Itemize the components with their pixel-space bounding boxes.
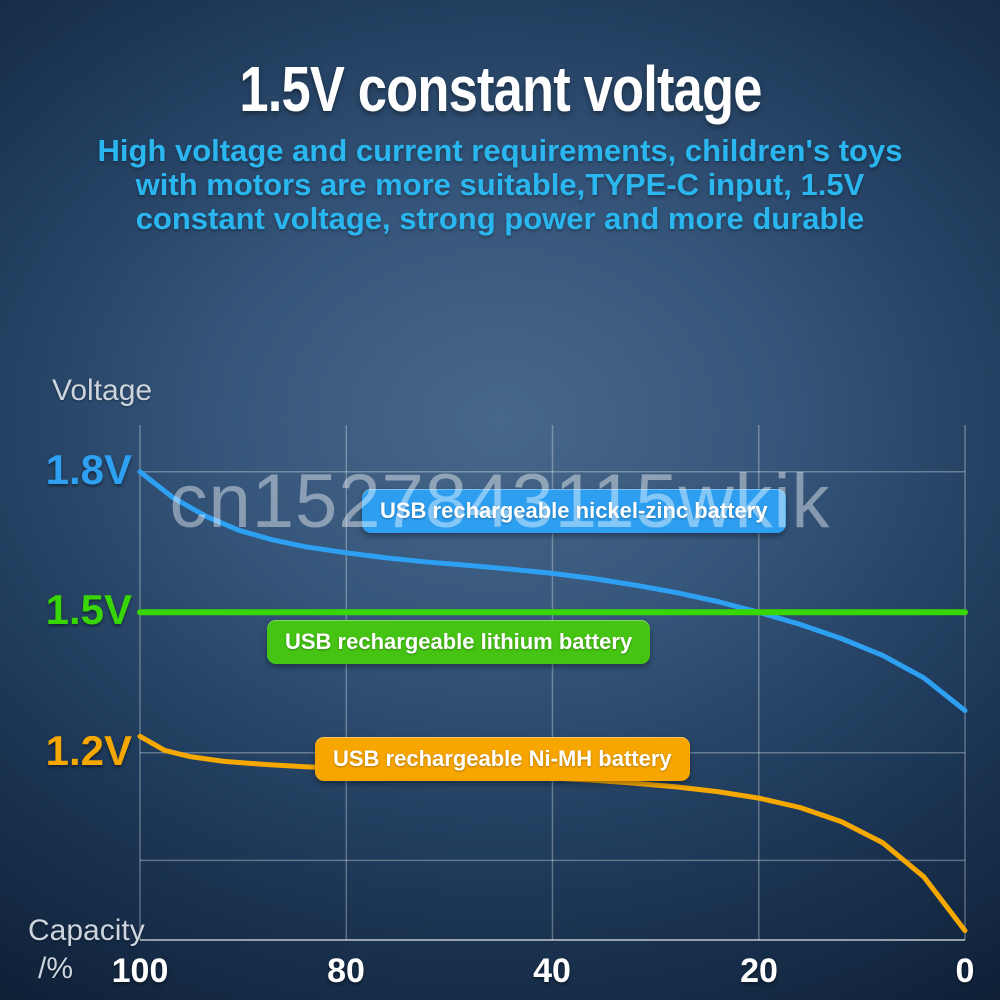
- x-tick-100: 100: [111, 952, 169, 990]
- x-tick-0: 0: [955, 952, 975, 990]
- y-tick-1-5v: 1.5V: [45, 586, 132, 633]
- subtitle-line-1: High voltage and current requirements, c…: [97, 133, 903, 168]
- x-axis-title-unit: /%: [38, 952, 74, 985]
- subtitle: High voltage and current requirements, c…: [0, 134, 1000, 236]
- x-tick-80: 80: [327, 952, 365, 990]
- y-axis-title: Voltage: [52, 374, 153, 407]
- y-tick-1-2v: 1.2V: [45, 727, 132, 774]
- x-tick-20: 20: [740, 952, 778, 990]
- page-title-text: 1.5V constant voltage: [238, 53, 762, 125]
- subtitle-line-2: with motors are more suitable,TYPE-C inp…: [135, 167, 865, 202]
- series-badge-nickel-zinc: USB rechargeable nickel-zinc battery: [362, 489, 786, 533]
- page-title: 1.5V constant voltage: [0, 52, 1000, 126]
- x-axis-title: Capacity: [28, 914, 145, 947]
- x-tick-40: 40: [533, 952, 571, 990]
- y-tick-1-8v: 1.8V: [45, 446, 132, 493]
- subtitle-line-3: constant voltage, strong power and more …: [135, 201, 865, 236]
- series-badge-nimh: USB rechargeable Ni-MH battery: [315, 737, 690, 781]
- series-badge-lithium: USB rechargeable lithium battery: [267, 620, 651, 664]
